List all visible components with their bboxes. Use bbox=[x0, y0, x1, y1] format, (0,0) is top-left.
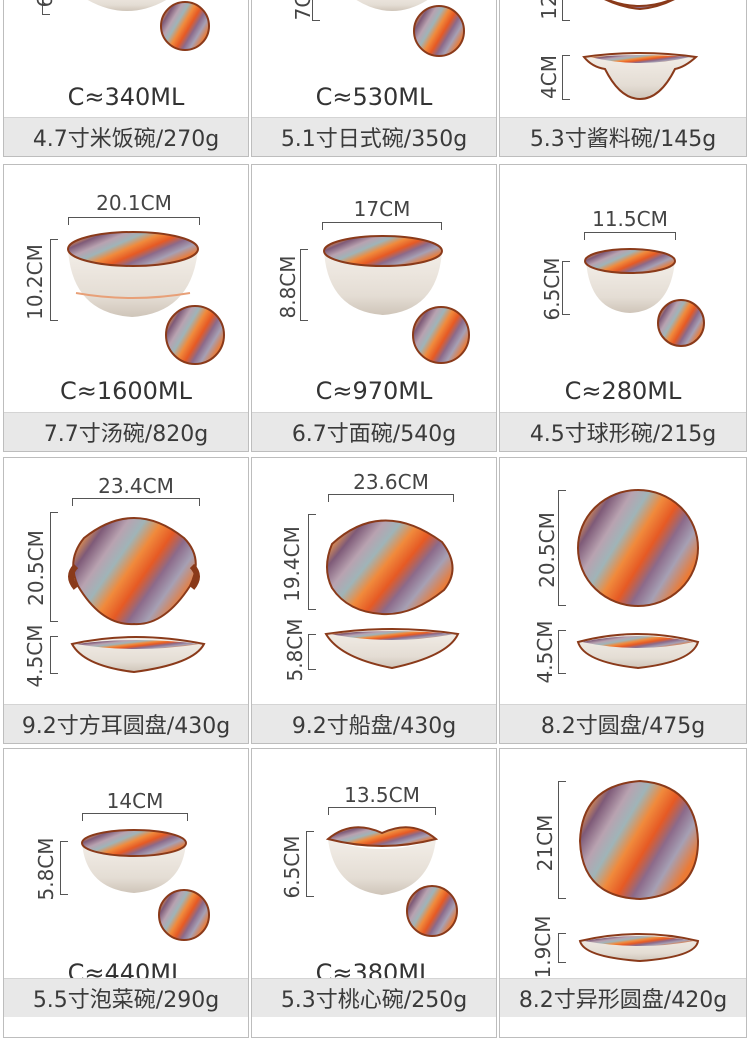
width-dimension-label: 20.1CM bbox=[96, 191, 172, 215]
noodle-bowl-illustration bbox=[323, 235, 470, 364]
width-dimension-label: 23.4CM bbox=[98, 474, 174, 498]
product-name-weight: 9.2寸船盘/430g bbox=[252, 704, 496, 743]
height-dimension-label: 7C bbox=[291, 0, 315, 21]
product-cell-sauce-bowl: 12 4CM 5.3寸酱料碗/145g bbox=[499, 0, 747, 157]
height-dimension-label: 19.4CM bbox=[280, 526, 304, 602]
height-dimension-line bbox=[558, 490, 566, 606]
width-dimension-line bbox=[584, 232, 676, 240]
width-dimension-line bbox=[82, 813, 188, 821]
width-dimension-label: 13.5CM bbox=[344, 783, 420, 807]
height-dimension-label: 6.5CM bbox=[280, 835, 304, 899]
round-bowl-illustration bbox=[584, 248, 705, 347]
product-name-weight: 9.2寸方耳圆盘/430g bbox=[4, 704, 248, 743]
product-name-weight: 6.7寸面碗/540g bbox=[252, 412, 496, 451]
product-cell-noodle-bowl: 17CM 8.8CM C≈970ML 6.7寸面碗/540g bbox=[251, 164, 497, 452]
capacity-label: C≈280ML bbox=[564, 377, 682, 405]
height-dimension-line bbox=[60, 841, 68, 895]
width-dimension-line bbox=[328, 494, 454, 502]
height-dimension-label-2: 4.5CM bbox=[533, 620, 557, 684]
height-dimension-label: 20.5CM bbox=[24, 530, 48, 606]
height-dimension-line-2 bbox=[308, 634, 316, 670]
product-cell-rice-bowl: 6 C≈340ML 4.7寸米饭碗/270g bbox=[3, 0, 249, 157]
width-dimension-label: 17CM bbox=[353, 197, 411, 221]
height-dimension-line-2 bbox=[50, 636, 58, 674]
product-name-weight: 8.2寸异形圆盘/420g bbox=[500, 978, 746, 1017]
product-name-weight: 4.5寸球形碗/215g bbox=[500, 412, 746, 451]
height-dimension-line-2 bbox=[558, 933, 566, 963]
soup-bowl-illustration bbox=[67, 231, 225, 365]
product-cell-japanese-bowl: 7C C≈530ML 5.1寸日式碗/350g bbox=[251, 0, 497, 157]
height-dimension-line bbox=[42, 0, 50, 15]
capacity-label: C≈970ML bbox=[315, 377, 433, 405]
product-name-weight: 5.3寸酱料碗/145g bbox=[500, 117, 746, 156]
height-dimension-label: 8.8CM bbox=[276, 255, 300, 319]
width-dimension-line bbox=[68, 217, 200, 225]
rice-bowl-illustration bbox=[87, 0, 210, 51]
height-dimension-line bbox=[50, 239, 58, 321]
width-dimension-line bbox=[72, 498, 200, 506]
heart-bowl-illustration bbox=[325, 826, 458, 937]
product-cell-boat-plate: 23.6CM 19.4CM 5.8CM 9.2寸船盘/430g bbox=[251, 457, 497, 744]
irregular-plate-illustration bbox=[578, 779, 700, 963]
width-dimension-label: 23.6CM bbox=[353, 470, 429, 494]
height-dimension-label-2: 4CM bbox=[537, 55, 561, 99]
boat-plate-illustration bbox=[324, 519, 460, 670]
product-cell-irregular-plate: 21CM 1.9CM 8.2寸异形圆盘/420g bbox=[499, 748, 747, 1038]
product-cell-heart-bowl: 13.5CM 6.5CM C≈380ML 5.3寸桃心碗/250g bbox=[251, 748, 497, 1038]
product-name-weight: 5.5寸泡菜碗/290g bbox=[4, 978, 248, 1017]
height-dimension-line-2 bbox=[558, 630, 566, 674]
product-name-weight: 7.7寸汤碗/820g bbox=[4, 412, 248, 451]
width-dimension-line bbox=[328, 807, 436, 815]
height-dimension-line bbox=[558, 781, 566, 899]
product-name-weight: 4.7寸米饭碗/270g bbox=[4, 117, 248, 156]
height-dimension-line bbox=[562, 0, 570, 21]
height-dimension-line bbox=[312, 0, 320, 21]
eared-plate-illustration bbox=[68, 517, 206, 674]
kimchi-bowl-illustration bbox=[81, 829, 210, 941]
product-cell-round-plate: 20.5CM 4.5CM 8.2寸圆盘/475g bbox=[499, 457, 747, 744]
product-name-weight: 5.1寸日式碗/350g bbox=[252, 117, 496, 156]
product-name-weight: 5.3寸桃心碗/250g bbox=[252, 978, 496, 1017]
width-dimension-label: 14CM bbox=[106, 789, 164, 813]
product-cell-round-bowl: 11.5CM 6.5CM C≈280ML 4.5寸球形碗/215g bbox=[499, 164, 747, 452]
height-dimension-line-2 bbox=[562, 55, 570, 100]
height-dimension-label: 12 bbox=[537, 0, 561, 20]
height-dimension-line bbox=[562, 261, 570, 315]
height-dimension-label-2: 5.8CM bbox=[283, 618, 307, 682]
height-dimension-label: 5.8CM bbox=[34, 837, 58, 901]
height-dimension-label: 6.5CM bbox=[540, 257, 564, 321]
height-dimension-label: 10.2CM bbox=[23, 244, 47, 320]
height-dimension-label-2: 1.9CM bbox=[531, 915, 555, 979]
product-cell-eared-plate: 23.4CM 20.5CM 4.5CM 9.2寸方耳圆盘/430g bbox=[3, 457, 249, 744]
height-dimension-label: 21CM bbox=[533, 814, 557, 872]
japanese-bowl-illustration bbox=[356, 0, 465, 57]
height-dimension-label-2: 4.5CM bbox=[23, 624, 47, 688]
sauce-bowl-illustration bbox=[582, 0, 699, 101]
height-dimension-line bbox=[308, 514, 316, 610]
product-cell-kimchi-bowl: 14CM 5.8CM C≈440ML 5.5寸泡菜碗/290g bbox=[3, 748, 249, 1038]
capacity-label: C≈530ML bbox=[315, 83, 433, 111]
round-plate-illustration bbox=[576, 489, 700, 670]
width-dimension-label: 11.5CM bbox=[592, 207, 668, 231]
height-dimension-line bbox=[50, 512, 58, 622]
capacity-label: C≈340ML bbox=[67, 83, 185, 111]
product-name-weight: 8.2寸圆盘/475g bbox=[500, 704, 746, 743]
height-dimension-line bbox=[300, 249, 308, 321]
height-dimension-line bbox=[306, 831, 314, 897]
width-dimension-line bbox=[322, 222, 442, 230]
height-dimension-label: 20.5CM bbox=[535, 512, 559, 588]
capacity-label: C≈1600ML bbox=[59, 377, 193, 405]
height-dimension-label: 6 bbox=[33, 0, 57, 8]
product-cell-soup-bowl: 20.1CM 10.2CM C≈1600ML 7.7寸汤碗/820g bbox=[3, 164, 249, 452]
